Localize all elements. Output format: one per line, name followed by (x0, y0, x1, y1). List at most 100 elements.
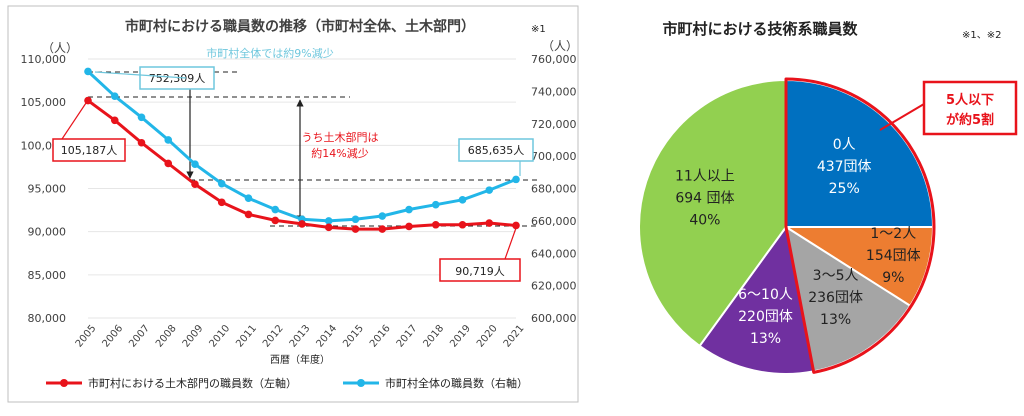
pie-callout-box (922, 80, 1018, 136)
overall-point (217, 179, 226, 188)
start-overall-callout: 752,309人 (139, 66, 215, 90)
pie-slice-label: 13% (750, 331, 781, 347)
left-tick-label: 80,000 (28, 312, 67, 325)
pie-slice-label: 13% (820, 312, 851, 328)
right-axis-unit: （人） (542, 39, 578, 53)
overall-point (244, 194, 253, 203)
legend-overall-label: 市町村全体の職員数（右軸） (385, 376, 528, 390)
end-civil-callout: 90,719人 (439, 258, 521, 282)
legend-civil-label: 市町村における土木部門の職員数（左軸） (88, 376, 297, 390)
pie-callout-line1: 5人以下 (946, 92, 994, 108)
pie-slice-label: 9% (882, 270, 904, 286)
pie-slice-label: 25% (829, 181, 860, 197)
overall-point (405, 205, 413, 214)
civil-decrease-note-line1: うち土木部門は (302, 130, 379, 144)
line-chart-grid (88, 58, 516, 319)
pie-slice-label: 694 団体 (675, 191, 734, 207)
line-chart-title: 市町村における職員数の推移（市町村全体、土木部門） (125, 18, 475, 35)
right-tick-label: 700,000 (531, 150, 577, 163)
left-tick-label: 105,000 (21, 96, 67, 109)
civil-point (191, 180, 199, 188)
left-axis-unit: （人） (42, 41, 78, 55)
civil-point (244, 210, 253, 219)
pie-slice-label: 0人 (833, 137, 856, 153)
right-tick-label: 720,000 (531, 118, 577, 131)
end-civil-leader (504, 227, 517, 260)
start-civil-callout: 105,187人 (52, 138, 126, 162)
pie-slice-label: 6～10人 (738, 287, 793, 303)
overall-point (378, 212, 387, 220)
end-overall-callout: 685,635人 (458, 138, 534, 162)
civil-point (324, 223, 333, 232)
pie-slice-label: 220団体 (738, 309, 793, 325)
pie-slice (785, 78, 935, 228)
pie-slice-label: 154団体 (866, 248, 921, 264)
start-civil-value: 105,187人 (61, 144, 118, 157)
pie-callout: 5人以下 が約5割 (879, 80, 1018, 136)
pie-highlight-outline (784, 77, 936, 374)
overall-point (324, 217, 333, 225)
civil-point (485, 219, 494, 227)
civil-point (110, 116, 119, 125)
line-chart-note-mark: ※1 (531, 24, 546, 35)
end-overall-value: 685,635人 (468, 144, 525, 157)
start-overall-value: 752,309人 (149, 72, 206, 85)
pie-chart-note-mark: ※1、※2 (962, 30, 1001, 41)
right-tick-label: 740,000 (531, 85, 577, 98)
right-tick-label: 660,000 (531, 215, 577, 228)
left-tick-label: 90,000 (28, 226, 67, 239)
overall-point (431, 200, 440, 209)
pie-callout-line2: が約5割 (946, 112, 994, 128)
line-chart-legend: 市町村における土木部門の職員数（左軸） 市町村全体の職員数（右軸） (46, 376, 528, 390)
pie-slice-label: 236団体 (808, 290, 863, 306)
pie-labels: 0人 437団体 25% 1～2人 154団体 9% 3～5人 236団体 13% 6～10人 22… (675, 137, 921, 347)
overall-point (351, 215, 360, 224)
overall-point (191, 160, 199, 169)
end-civil-value: 90,719人 (455, 265, 505, 278)
left-axis-ticks: 80,00085,00090,00095,000100,000105,00011… (21, 53, 67, 325)
pie-slice (638, 78, 787, 348)
left-tick-label: 95,000 (28, 183, 67, 196)
left-tick-label: 110,000 (21, 53, 67, 66)
start-civil-leader (61, 99, 89, 140)
pie-callout-leader (879, 103, 925, 131)
overall-point (271, 205, 280, 214)
civil-point (405, 222, 413, 231)
overall-point (458, 196, 467, 204)
pie-slices (638, 77, 936, 375)
overall-point (110, 92, 119, 101)
right-tick-label: 680,000 (531, 183, 577, 196)
pie-slice-label: 40% (689, 213, 720, 229)
overall-point (164, 136, 173, 144)
civil-point (164, 159, 173, 168)
legend-overall-marker (357, 379, 365, 387)
overall-point (485, 186, 494, 194)
right-axis-ticks: 600,000 620,000 640,000 660,000 680,000 700,0… (531, 53, 577, 325)
right-tick-label: 640,000 (531, 247, 577, 260)
pie-slice (698, 224, 815, 375)
pie-slice-label: 1～2人 (870, 226, 916, 242)
civil-point (217, 198, 226, 207)
overall-point (84, 67, 92, 76)
civil-point (298, 220, 306, 228)
right-tick-label: 620,000 (531, 280, 577, 293)
civil-point (378, 225, 387, 233)
right-tick-label: 600,000 (531, 312, 577, 325)
civil-point (512, 221, 520, 230)
legend-civil-marker (60, 379, 68, 387)
pie-slice-label: 3～5人 (813, 268, 859, 284)
overall-decrease-note: 市町村全体では約9%減少 (206, 46, 333, 60)
civil-decrease-note-line2: 約14%減少 (311, 146, 368, 160)
overall-point (512, 175, 520, 184)
civil-point (431, 220, 440, 229)
left-tick-label: 85,000 (28, 269, 67, 282)
start-overall-leader (94, 71, 187, 79)
pie-slice-label: 11人以上 (675, 169, 735, 185)
overall-point (137, 113, 146, 122)
civil-point (351, 225, 360, 233)
series-lines (84, 67, 520, 233)
civil-point (271, 216, 280, 225)
civil-point (137, 138, 146, 147)
